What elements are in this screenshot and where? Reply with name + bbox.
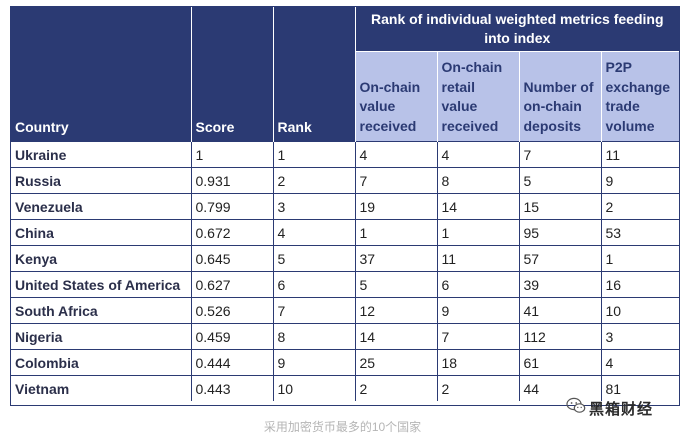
cell-rank: 5	[273, 245, 356, 272]
cell-p2p-rank: 11	[601, 141, 679, 168]
table-row: Venezuela 0.799 3 19 14 15 2	[11, 193, 679, 220]
header-metric-onchain-deposits: Number of on-chain deposits	[519, 51, 602, 142]
cell-deposits-rank: 112	[519, 323, 602, 350]
cell-country: Colombia	[11, 349, 192, 376]
cell-rank: 10	[273, 375, 356, 401]
watermark-text: 黑箱财经	[589, 400, 654, 418]
crypto-adoption-table-container: Country Score Rank Rank of individual we…	[10, 6, 680, 406]
cell-deposits-rank: 95	[519, 219, 602, 246]
cell-country: Ukraine	[11, 141, 192, 168]
cell-score: 0.459	[191, 323, 274, 350]
cell-p2p-rank: 10	[601, 297, 679, 324]
cell-onchain-value-rank: 14	[355, 323, 438, 350]
cell-country: Nigeria	[11, 323, 192, 350]
cell-deposits-rank: 7	[519, 141, 602, 168]
cell-onchain-value-rank: 37	[355, 245, 438, 272]
cell-p2p-rank: 9	[601, 167, 679, 194]
cell-country: Kenya	[11, 245, 192, 272]
cell-rank: 9	[273, 349, 356, 376]
table-row: Russia 0.931 2 7 8 5 9	[11, 167, 679, 194]
cell-rank: 3	[273, 193, 356, 220]
cell-p2p-rank: 53	[601, 219, 679, 246]
cell-onchain-value-rank: 1	[355, 219, 438, 246]
header-metric-onchain-retail-value: On-chain retail value received	[437, 51, 520, 142]
cell-rank: 4	[273, 219, 356, 246]
cell-rank: 8	[273, 323, 356, 350]
cell-rank: 1	[273, 141, 356, 168]
cell-country: United States of America	[11, 271, 192, 298]
cell-onchain-retail-rank: 18	[437, 349, 520, 376]
header-country: Country	[11, 7, 192, 142]
cell-onchain-retail-rank: 1	[437, 219, 520, 246]
cell-deposits-rank: 57	[519, 245, 602, 272]
cell-score: 0.627	[191, 271, 274, 298]
cell-score: 0.645	[191, 245, 274, 272]
cell-p2p-rank: 4	[601, 349, 679, 376]
cell-onchain-retail-rank: 2	[437, 375, 520, 401]
table-row: South Africa 0.526 7 12 9 41 10	[11, 297, 679, 324]
cell-score: 0.444	[191, 349, 274, 376]
cell-onchain-value-rank: 5	[355, 271, 438, 298]
cell-onchain-retail-rank: 9	[437, 297, 520, 324]
cell-score: 1	[191, 141, 274, 168]
header-metric-p2p-volume: P2P exchange trade volume	[601, 51, 679, 142]
cell-onchain-retail-rank: 7	[437, 323, 520, 350]
cell-onchain-retail-rank: 8	[437, 167, 520, 194]
wechat-icon	[566, 397, 586, 419]
cell-p2p-rank: 16	[601, 271, 679, 298]
header-score: Score	[191, 7, 274, 142]
cell-onchain-retail-rank: 11	[437, 245, 520, 272]
cell-onchain-value-rank: 4	[355, 141, 438, 168]
cell-rank: 7	[273, 297, 356, 324]
cell-onchain-value-rank: 7	[355, 167, 438, 194]
cell-deposits-rank: 5	[519, 167, 602, 194]
cell-onchain-value-rank: 19	[355, 193, 438, 220]
table-row: United States of America 0.627 6 5 6 39 16	[11, 271, 679, 298]
cell-score: 0.931	[191, 167, 274, 194]
cell-p2p-rank: 2	[601, 193, 679, 220]
table-row: Nigeria 0.459 8 14 7 112 3	[11, 323, 679, 350]
cell-onchain-value-rank: 25	[355, 349, 438, 376]
cell-rank: 2	[273, 167, 356, 194]
cell-onchain-retail-rank: 6	[437, 271, 520, 298]
table-row: Vietnam 0.443 10 2 2 44 81	[11, 375, 679, 401]
header-metric-onchain-value: On-chain value received	[355, 51, 438, 142]
cell-rank: 6	[273, 271, 356, 298]
table-caption: 采用加密货币最多的10个国家	[263, 420, 422, 434]
table-row: Colombia 0.444 9 25 18 61 4	[11, 349, 679, 376]
cell-country: China	[11, 219, 192, 246]
header-rank: Rank	[273, 7, 356, 142]
cell-score: 0.672	[191, 219, 274, 246]
cell-deposits-rank: 15	[519, 193, 602, 220]
cell-deposits-rank: 44	[519, 375, 602, 401]
cell-country: South Africa	[11, 297, 192, 324]
cell-onchain-retail-rank: 14	[437, 193, 520, 220]
cell-score: 0.526	[191, 297, 274, 324]
cell-p2p-rank: 1	[601, 245, 679, 272]
watermark: 黑箱财经	[566, 397, 653, 419]
cell-onchain-value-rank: 12	[355, 297, 438, 324]
cell-p2p-rank: 81	[601, 375, 679, 401]
cell-p2p-rank: 3	[601, 323, 679, 350]
crypto-adoption-table: Country Score Rank Rank of individual we…	[11, 7, 679, 401]
cell-onchain-value-rank: 2	[355, 375, 438, 401]
cell-country: Vietnam	[11, 375, 192, 401]
cell-country: Russia	[11, 167, 192, 194]
cell-deposits-rank: 41	[519, 297, 602, 324]
cell-score: 0.443	[191, 375, 274, 401]
cell-country: Venezuela	[11, 193, 192, 220]
header-metrics-group: Rank of individual weighted metrics feed…	[355, 7, 679, 52]
cell-deposits-rank: 61	[519, 349, 602, 376]
cell-deposits-rank: 39	[519, 271, 602, 298]
cell-score: 0.799	[191, 193, 274, 220]
table-row: China 0.672 4 1 1 95 53	[11, 219, 679, 246]
table-row: Ukraine 1 1 4 4 7 11	[11, 141, 679, 168]
table-body: Ukraine 1 1 4 4 7 11 Russia 0.931 2 7 8 5 9 Venezuela 0…	[11, 141, 679, 401]
table-row: Kenya 0.645 5 37 11 57 1	[11, 245, 679, 272]
cell-onchain-retail-rank: 4	[437, 141, 520, 168]
